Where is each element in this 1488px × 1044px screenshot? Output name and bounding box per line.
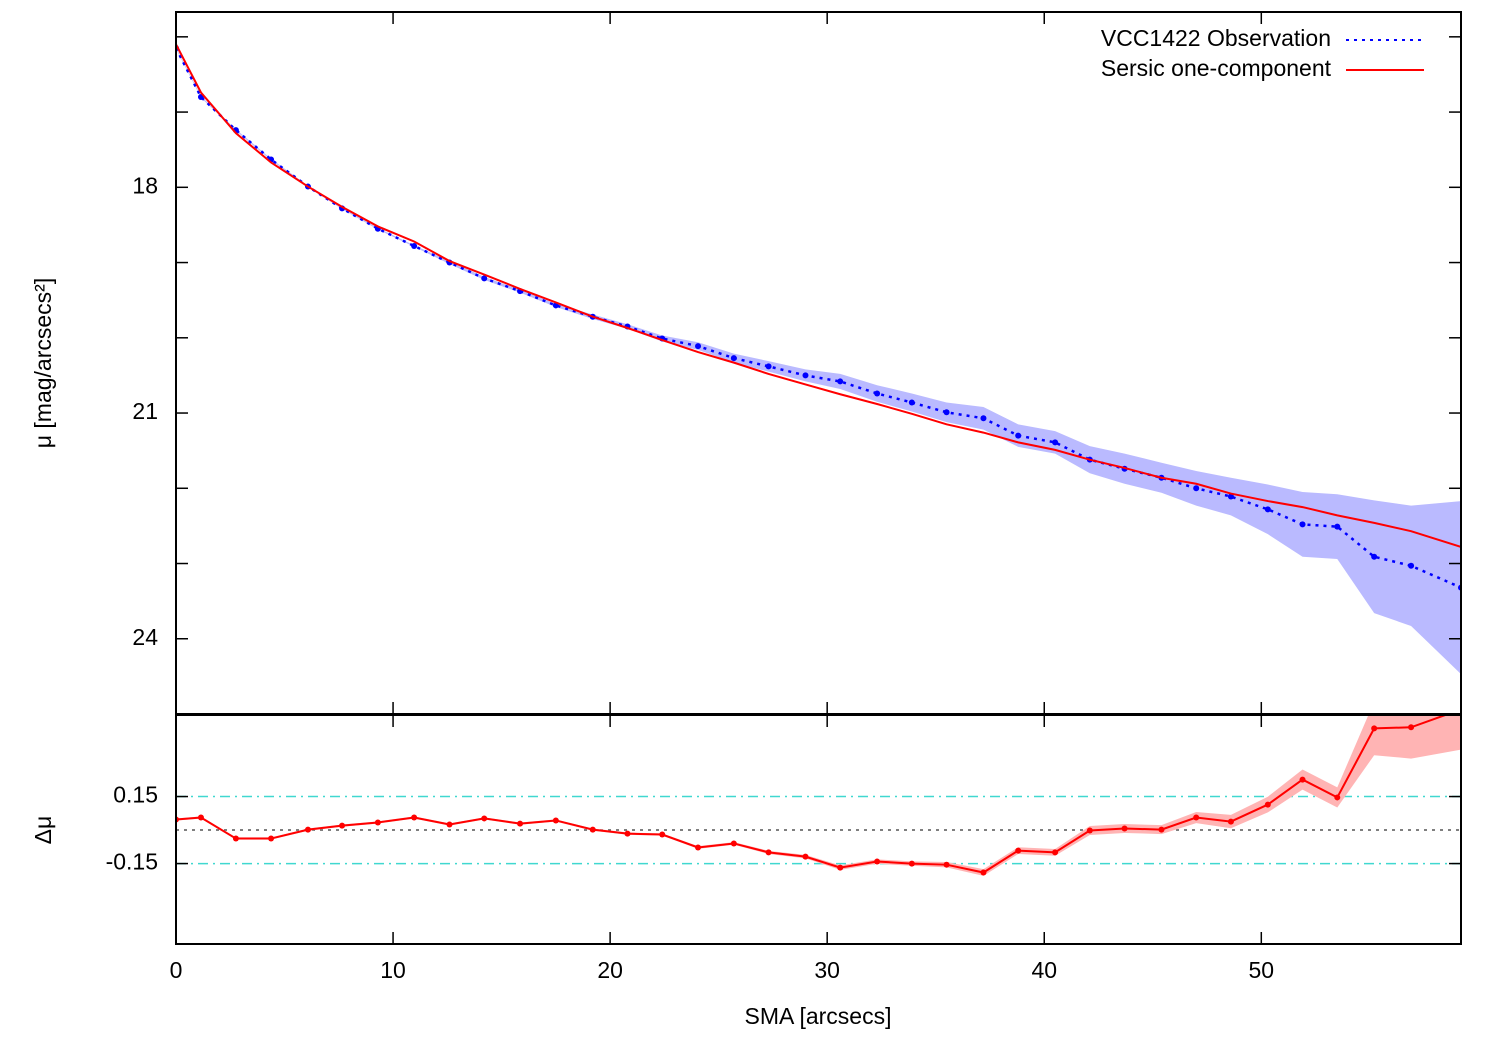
x-tick-label: 40 bbox=[1031, 957, 1057, 983]
legend-label: VCC1422 Observation bbox=[1101, 25, 1331, 51]
data-point bbox=[1264, 801, 1271, 808]
x-tick-label: 50 bbox=[1249, 957, 1275, 983]
x-tick-label: 10 bbox=[380, 957, 406, 983]
data-point bbox=[624, 830, 631, 837]
x-tick-label: 30 bbox=[814, 957, 840, 983]
data-point bbox=[1408, 562, 1415, 569]
data-point bbox=[1408, 724, 1415, 731]
data-point bbox=[695, 343, 702, 350]
data-point bbox=[1052, 439, 1059, 446]
data-point bbox=[1193, 814, 1200, 821]
y-tick-label: 18 bbox=[132, 172, 158, 198]
y-tick-label: 0.15 bbox=[113, 782, 158, 808]
data-point bbox=[1227, 493, 1234, 500]
plot-frame bbox=[175, 714, 1462, 945]
data-point bbox=[1371, 725, 1378, 732]
x-axis-label: SMA [arcsecs] bbox=[745, 1003, 892, 1029]
data-point bbox=[1264, 506, 1271, 513]
data-point bbox=[1371, 553, 1378, 560]
data-point bbox=[874, 858, 881, 865]
plot-area bbox=[176, 715, 1461, 876]
data-point bbox=[304, 826, 311, 833]
data-point bbox=[659, 831, 666, 838]
y-tick-label: 21 bbox=[132, 398, 158, 424]
data-point bbox=[446, 821, 453, 828]
data-point bbox=[411, 814, 418, 821]
data-point bbox=[481, 815, 488, 822]
data-point bbox=[908, 399, 915, 406]
data-point bbox=[481, 275, 488, 282]
data-point bbox=[980, 415, 987, 422]
data-point bbox=[874, 390, 881, 397]
data-point bbox=[339, 822, 346, 829]
series-line bbox=[176, 715, 1449, 874]
y-axis-label: μ [mag/arcsecs²] bbox=[30, 278, 56, 448]
data-point bbox=[1334, 523, 1341, 530]
data-point bbox=[765, 363, 772, 370]
data-point bbox=[730, 355, 737, 362]
data-point bbox=[374, 819, 381, 826]
data-point bbox=[1015, 847, 1022, 854]
data-point bbox=[1299, 776, 1306, 783]
x-tick-label: 20 bbox=[597, 957, 623, 983]
plot-frame bbox=[175, 11, 1462, 715]
data-point bbox=[837, 864, 844, 871]
data-point bbox=[980, 869, 987, 876]
legend-label: Sersic one-component bbox=[1101, 55, 1332, 81]
data-point bbox=[411, 243, 418, 249]
plot-area bbox=[176, 43, 1461, 675]
data-point bbox=[695, 844, 702, 851]
data-point bbox=[232, 835, 239, 842]
data-point bbox=[1299, 521, 1306, 528]
y-tick-label: -0.15 bbox=[106, 849, 158, 875]
data-point bbox=[589, 826, 596, 833]
data-point bbox=[1193, 485, 1200, 492]
error-band bbox=[176, 47, 1461, 675]
data-point bbox=[1015, 432, 1022, 439]
error-band bbox=[176, 715, 1461, 876]
y-tick-label: 24 bbox=[132, 624, 158, 650]
x-tick-label: 0 bbox=[170, 957, 183, 983]
data-point bbox=[765, 849, 772, 856]
data-point bbox=[730, 840, 737, 847]
data-point bbox=[517, 820, 524, 827]
data-point bbox=[1158, 826, 1165, 833]
data-point bbox=[268, 835, 275, 842]
data-point bbox=[1227, 818, 1234, 825]
data-point bbox=[1052, 849, 1059, 856]
data-point bbox=[1121, 825, 1128, 832]
data-point bbox=[197, 814, 204, 821]
data-point bbox=[837, 378, 844, 385]
data-point bbox=[1334, 794, 1341, 801]
data-point bbox=[943, 409, 950, 416]
series-line bbox=[176, 43, 1461, 548]
data-point bbox=[802, 853, 809, 860]
data-point bbox=[943, 861, 950, 868]
data-point bbox=[552, 817, 559, 824]
y-axis-label: Δμ bbox=[30, 816, 56, 845]
data-point bbox=[802, 372, 809, 379]
data-point bbox=[908, 860, 915, 867]
data-point bbox=[1086, 827, 1093, 834]
